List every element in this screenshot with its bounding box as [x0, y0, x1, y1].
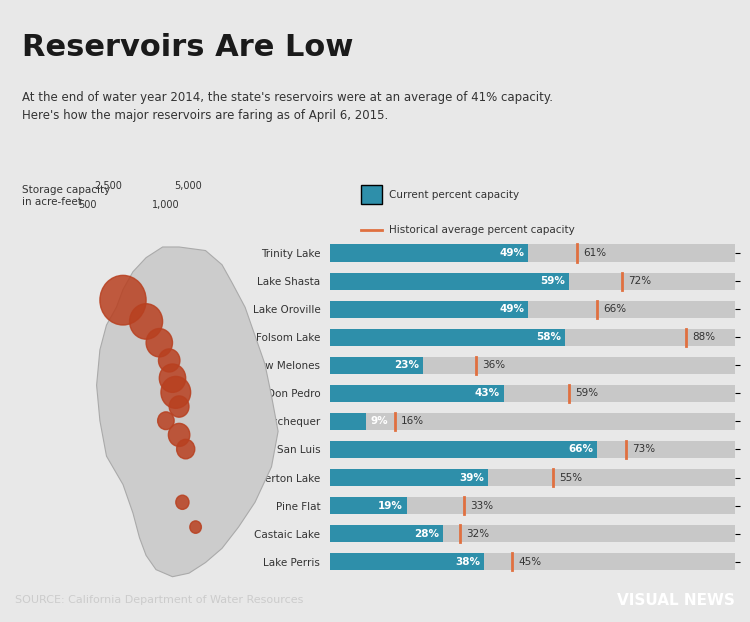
Bar: [330, 497, 407, 514]
Bar: [330, 328, 565, 346]
Bar: [330, 553, 484, 570]
Bar: [330, 384, 504, 402]
Text: 66%: 66%: [568, 445, 593, 455]
Bar: [330, 441, 735, 458]
Bar: [330, 272, 735, 290]
Bar: [330, 525, 443, 542]
Bar: [330, 356, 735, 374]
Text: 49%: 49%: [500, 304, 524, 314]
Text: Current percent capacity: Current percent capacity: [389, 190, 520, 200]
Text: 36%: 36%: [482, 360, 505, 370]
Bar: [330, 413, 367, 430]
Circle shape: [177, 439, 195, 459]
Bar: [330, 300, 735, 318]
Circle shape: [161, 376, 190, 408]
Text: 39%: 39%: [459, 473, 484, 483]
Circle shape: [159, 364, 186, 392]
Bar: [330, 300, 529, 318]
Circle shape: [190, 521, 201, 533]
Circle shape: [158, 412, 174, 430]
Bar: [330, 469, 735, 486]
Text: 88%: 88%: [692, 332, 715, 342]
Bar: [330, 384, 735, 402]
Text: At the end of water year 2014, the state's reservoirs were at an average of 41% : At the end of water year 2014, the state…: [22, 91, 554, 122]
FancyBboxPatch shape: [361, 185, 382, 204]
Text: 2,500: 2,500: [94, 181, 122, 191]
Bar: [330, 356, 423, 374]
Bar: [330, 553, 735, 570]
Circle shape: [170, 396, 189, 417]
Text: 16%: 16%: [400, 417, 424, 427]
Bar: [330, 441, 597, 458]
Text: 61%: 61%: [584, 248, 606, 258]
Text: 9%: 9%: [370, 417, 388, 427]
Bar: [330, 469, 488, 486]
Bar: [330, 244, 735, 262]
Circle shape: [100, 276, 146, 325]
Bar: [330, 413, 735, 430]
Text: 59%: 59%: [540, 276, 565, 286]
Text: 5,000: 5,000: [174, 181, 202, 191]
Circle shape: [176, 495, 189, 509]
Bar: [330, 272, 569, 290]
Text: 19%: 19%: [378, 501, 403, 511]
Text: 45%: 45%: [518, 557, 542, 567]
Text: 500: 500: [78, 200, 96, 210]
Text: 38%: 38%: [454, 557, 480, 567]
Text: 43%: 43%: [475, 388, 500, 398]
Text: 1,000: 1,000: [152, 200, 180, 210]
Text: Reservoirs Are Low: Reservoirs Are Low: [22, 34, 353, 62]
Text: 58%: 58%: [536, 332, 561, 342]
Bar: [330, 525, 735, 542]
Text: 23%: 23%: [394, 360, 419, 370]
Text: 32%: 32%: [466, 529, 489, 539]
Circle shape: [168, 424, 190, 447]
Circle shape: [146, 328, 172, 357]
Text: 72%: 72%: [628, 276, 651, 286]
Text: Storage capacity
in acre-feet: Storage capacity in acre-feet: [22, 185, 110, 207]
Text: 59%: 59%: [575, 388, 598, 398]
Text: 28%: 28%: [414, 529, 440, 539]
Bar: [330, 244, 529, 262]
Text: 55%: 55%: [559, 473, 582, 483]
Polygon shape: [97, 247, 278, 577]
Bar: [330, 328, 735, 346]
Text: 73%: 73%: [632, 445, 655, 455]
Circle shape: [130, 304, 163, 339]
Text: Historical average percent capacity: Historical average percent capacity: [389, 225, 575, 235]
Text: VISUAL NEWS: VISUAL NEWS: [617, 593, 735, 608]
Circle shape: [158, 349, 180, 372]
Text: 66%: 66%: [603, 304, 626, 314]
Text: 33%: 33%: [470, 501, 493, 511]
Bar: [330, 497, 735, 514]
Text: 49%: 49%: [500, 248, 524, 258]
Text: SOURCE: California Department of Water Resources: SOURCE: California Department of Water R…: [15, 595, 303, 605]
